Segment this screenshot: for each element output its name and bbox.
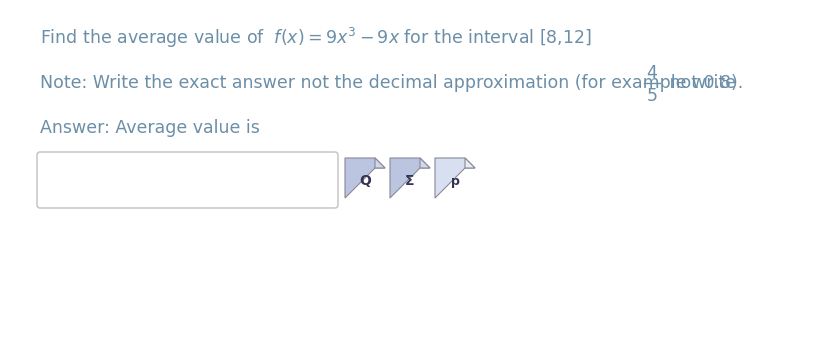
Text: p: p xyxy=(450,175,459,188)
Text: 5: 5 xyxy=(645,87,657,105)
Text: Q: Q xyxy=(359,174,370,188)
FancyBboxPatch shape xyxy=(37,152,337,208)
Text: Answer: Average value is: Answer: Average value is xyxy=(40,119,260,137)
Text: Note: Write the exact answer not the decimal approximation (for example write: Note: Write the exact answer not the dec… xyxy=(40,74,740,92)
Text: 4: 4 xyxy=(645,64,657,82)
Polygon shape xyxy=(390,158,429,198)
Polygon shape xyxy=(464,158,474,168)
Polygon shape xyxy=(345,158,385,198)
Text: Find the average value of $\ f(x) = 9x^3 - 9x$ for the interval [8,12]: Find the average value of $\ f(x) = 9x^3… xyxy=(40,26,591,50)
Polygon shape xyxy=(434,158,474,198)
Polygon shape xyxy=(374,158,385,168)
Text: not 0.8).: not 0.8). xyxy=(663,74,742,92)
Polygon shape xyxy=(419,158,429,168)
Text: Σ: Σ xyxy=(405,174,414,188)
